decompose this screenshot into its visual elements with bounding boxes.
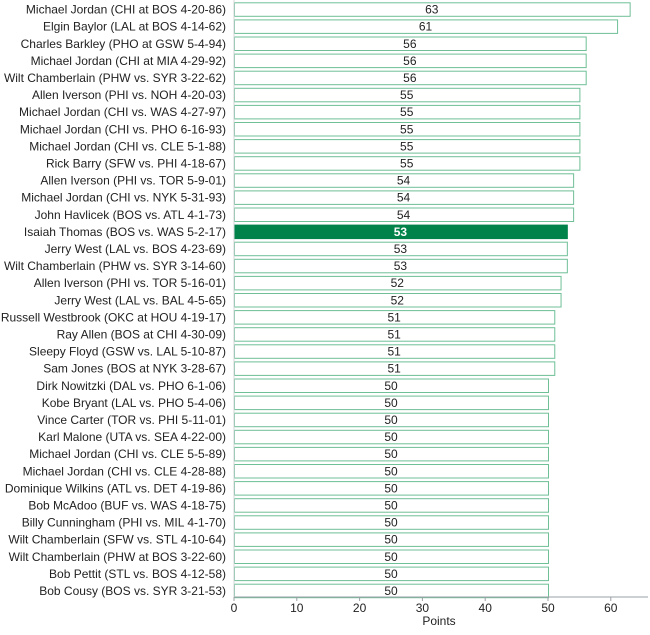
bar-value-label: 61 — [419, 20, 433, 34]
bar-value-label: 54 — [397, 191, 411, 205]
bar-value-label: 63 — [425, 3, 439, 17]
bar-value-label: 50 — [384, 413, 398, 427]
category-label: Rick Barry (SFW vs. PHI 4-18-67) — [46, 156, 226, 170]
category-label: Bob Cousy (BOS vs. SYR 3-21-53) — [39, 584, 226, 598]
bar-value-label: 51 — [387, 327, 401, 341]
category-label: Vince Carter (TOR vs. PHI 5-11-01) — [37, 413, 226, 427]
category-label: Jerry West (LAL vs. BAL 4-5-65) — [54, 293, 226, 307]
bar-value-label: 51 — [387, 362, 401, 376]
category-label: Ray Allen (BOS at CHI 4-30-09) — [57, 327, 226, 341]
bar-value-label: 52 — [391, 293, 405, 307]
category-label: Michael Jordan (CHI vs. WAS 4-27-97) — [19, 105, 226, 119]
category-label: Michael Jordan (CHI vs. PHO 6-16-93) — [20, 122, 226, 136]
bar-value-label: 50 — [384, 447, 398, 461]
x-tick-label: 30 — [416, 601, 430, 615]
category-label: Wilt Chamberlain (SFW vs. STL 4-10-64) — [8, 533, 226, 547]
bar-value-label: 50 — [384, 379, 398, 393]
bar-value-label: 51 — [387, 345, 401, 359]
category-label: Allen Iverson (PHI vs. TOR 5-16-01) — [34, 276, 226, 290]
bar-value-label: 50 — [384, 533, 398, 547]
category-label: Allen Iverson (PHI vs. NOH 4-20-03) — [32, 88, 226, 102]
category-label: Wilt Chamberlain (PHW vs. SYR 3-14-60) — [4, 259, 226, 273]
category-label: Kobe Bryant (LAL vs. PHO 5-4-06) — [42, 396, 226, 410]
bar-value-label: 55 — [400, 105, 414, 119]
x-tick-label: 60 — [604, 601, 618, 615]
bar-value-label: 52 — [391, 276, 405, 290]
x-tick-label: 10 — [290, 601, 304, 615]
bar-value-label: 53 — [394, 242, 408, 256]
category-label: Michael Jordan (CHI at MIA 4-29-92) — [31, 54, 226, 68]
bar-value-label: 55 — [400, 88, 414, 102]
category-label: Karl Malone (UTA vs. SEA 4-22-00) — [38, 430, 226, 444]
category-label: Billy Cunningham (PHI vs. MIL 4-1-70) — [22, 516, 226, 530]
category-label: Michael Jordan (CHI vs. CLE 5-1-88) — [29, 139, 226, 153]
bar-value-label: 53 — [394, 259, 408, 273]
category-label: Elgin Baylor (LAL at BOS 4-14-62) — [43, 20, 226, 34]
bar-value-label: 50 — [384, 396, 398, 410]
bar-value-label: 51 — [387, 310, 401, 324]
category-label: Wilt Chamberlain (PHW vs. SYR 3-22-62) — [4, 71, 226, 85]
bar-value-label: 54 — [397, 208, 411, 222]
x-tick-label: 0 — [231, 601, 238, 615]
category-label: John Havlicek (BOS vs. ATL 4-1-73) — [35, 208, 226, 222]
bar-value-label: 50 — [384, 430, 398, 444]
bar-value-label: 53 — [394, 225, 408, 239]
category-label: Sleepy Floyd (GSW vs. LAL 5-10-87) — [29, 345, 226, 359]
category-label: Dominique Wilkins (ATL vs. DET 4-19-86) — [5, 481, 226, 495]
bars-layer: 6361565656555555555554545453535352525151… — [234, 2, 631, 599]
category-label: Sam Jones (BOS at NYK 3-28-67) — [43, 362, 226, 376]
category-label: Isaiah Thomas (BOS vs. WAS 5-2-17) — [24, 225, 226, 239]
x-axis-title: Points — [422, 614, 455, 628]
category-label: Russell Westbrook (OKC at HOU 4-19-17) — [1, 310, 226, 324]
x-tick-label: 50 — [541, 601, 555, 615]
category-label: Wilt Chamberlain (PHW at BOS 3-22-60) — [9, 550, 226, 564]
bar-value-label: 54 — [397, 174, 411, 188]
category-label: Michael Jordan (CHI vs. NYK 5-31-93) — [21, 191, 226, 205]
bar-value-label: 50 — [384, 516, 398, 530]
category-label: Bob Pettit (STL vs. BOS 4-12-58) — [49, 567, 226, 581]
category-label: Michael Jordan (CHI vs. CLE 4-28-88) — [23, 464, 226, 478]
category-label: Charles Barkley (PHO at GSW 5-4-94) — [21, 37, 226, 51]
bar-value-label: 50 — [384, 567, 398, 581]
bar-value-label: 55 — [400, 122, 414, 136]
bar-value-label: 56 — [403, 37, 417, 51]
bar-value-label: 50 — [384, 481, 398, 495]
category-label: Michael Jordan (CHI at BOS 4-20-86) — [26, 3, 226, 17]
x-tick-label: 20 — [353, 601, 367, 615]
category-label: Michael Jordan (CHI vs. CLE 5-5-89) — [29, 447, 226, 461]
bar-value-label: 56 — [403, 54, 417, 68]
bar-value-label: 50 — [384, 464, 398, 478]
bar-value-label: 50 — [384, 498, 398, 512]
x-tick-label: 40 — [479, 601, 493, 615]
x-axis: 0 10 20 30 40 50 60 — [231, 0, 648, 615]
bar-value-label: 50 — [384, 584, 398, 598]
bar-value-label: 55 — [400, 156, 414, 170]
category-label: Bob McAdoo (BUF vs. WAS 4-18-75) — [28, 498, 226, 512]
bar-value-label: 55 — [400, 139, 414, 153]
category-label: Dirk Nowitzki (DAL vs. PHO 6-1-06) — [36, 379, 226, 393]
category-label: Jerry West (LAL vs. BOS 4-23-69) — [45, 242, 226, 256]
category-labels-layer: Michael Jordan (CHI at BOS 4-20-86) Elgin… — [1, 3, 226, 598]
bar-value-label: 56 — [403, 71, 417, 85]
bar-value-label: 50 — [384, 550, 398, 564]
category-label: Allen Iverson (PHI vs. TOR 5-9-01) — [40, 174, 226, 188]
